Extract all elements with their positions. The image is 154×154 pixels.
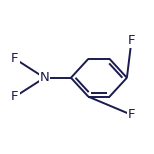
Text: F: F bbox=[11, 90, 19, 103]
Text: F: F bbox=[128, 108, 135, 121]
Text: F: F bbox=[11, 52, 19, 65]
Text: F: F bbox=[128, 34, 135, 47]
Text: N: N bbox=[40, 71, 49, 84]
